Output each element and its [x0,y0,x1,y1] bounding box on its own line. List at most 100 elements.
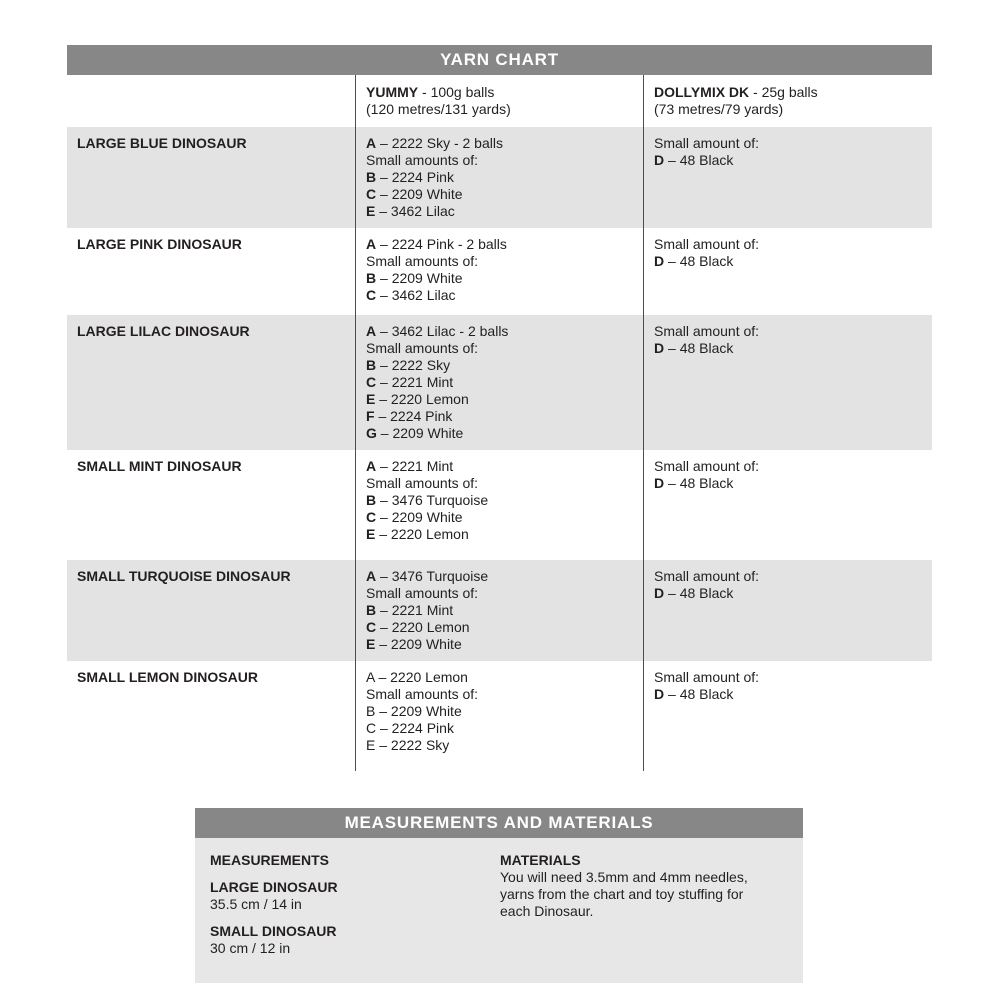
yarn-line: G – 2209 White [366,425,464,441]
yummy-cell: A – 3462 Lilac - 2 balls Small amounts of… [355,315,643,450]
yarn-line: D – 48 Black [654,253,734,269]
dollymix-cell: Small amount of: D – 48 Black [643,450,932,560]
yarn-chart-title: YARN CHART [440,50,559,69]
yarn-letter: C [366,619,377,635]
yarn-line: D – 48 Black [654,686,734,702]
row-label-cell: LARGE PINK DINOSAUR [67,228,355,315]
yarn-letter: D [654,686,665,702]
yarn-line: Small amount of: [654,669,760,685]
yarn-line: D – 48 Black [654,475,734,491]
yarn-letter: A [366,135,377,151]
yarn-line: A – 3476 Turquoise [366,568,489,584]
materials-text: You will need 3.5mm and 4mm needles, yar… [500,869,748,919]
yarn-line: Small amounts of: [366,686,479,702]
yarn-line: D – 48 Black [654,585,734,601]
table-row: LARGE PINK DINOSAUR A – 2224 Pink - 2 bal… [67,228,932,315]
row-label-cell: SMALL TURQUOISE DINOSAUR [67,560,355,661]
yummy-cell: A – 3476 Turquoise Small amounts of: B – 2… [355,560,643,661]
yarn-line: C – 2220 Lemon [366,619,470,635]
yarn-letter: B [366,492,377,508]
table-row: SMALL MINT DINOSAUR A – 2221 Mint Small am… [67,450,932,560]
row-label: LARGE BLUE DINOSAUR [77,135,247,151]
small-dinosaur-value: 30 cm / 12 in [210,940,291,956]
yarn-line: C – 2209 White [366,509,463,525]
yarn-letter: D [654,585,665,601]
measurements-materials-title-bar: MEASUREMENTS AND MATERIALS [195,808,803,838]
column-header-blank [67,75,355,127]
large-dinosaur-measurement: LARGE DINOSAUR 35.5 cm / 14 in [210,879,500,913]
yarn-letter: A [366,323,377,339]
yarn-letter: E [366,391,376,407]
yarn-line: Small amounts of: [366,475,479,491]
dollymix-cell: Small amount of: D – 48 Black [643,661,932,771]
yummy-cell: A – 2220 Lemon Small amounts of: B – 2209 … [355,661,643,771]
yarn-line: F – 2224 Pink [366,408,453,424]
large-dinosaur-value: 35.5 cm / 14 in [210,896,302,912]
large-dinosaur-label: LARGE DINOSAUR [210,879,338,895]
yarn-letter: C [366,509,377,525]
yarn-line: D – 48 Black [654,152,734,168]
yarn-letter: A [366,458,377,474]
row-label: SMALL TURQUOISE DINOSAUR [77,568,291,584]
dollymix-cell: Small amount of: D – 48 Black [643,560,932,661]
materials-heading: MATERIALS [500,852,581,868]
yarn-letter: C [366,374,377,390]
measurements-materials-body: MEASUREMENTS LARGE DINOSAUR 35.5 cm / 14… [195,838,803,983]
yarn-chart-title-bar: YARN CHART [67,45,932,75]
yarn-letter: E [366,636,376,652]
dollymix-cell: Small amount of: D – 48 Black [643,228,932,315]
yarn-line: B – 2222 Sky [366,357,451,373]
yarn-line: A – 2222 Sky - 2 balls [366,135,503,151]
yummy-cell: A – 2224 Pink - 2 balls Small amounts of:… [355,228,643,315]
row-label-cell: LARGE LILAC DINOSAUR [67,315,355,450]
yarn-letter: G [366,425,377,441]
table-row: SMALL LEMON DINOSAUR A – 2220 Lemon Small … [67,661,932,771]
yarn-line: B – 2224 Pink [366,169,454,185]
yarn-letter: B [366,357,377,373]
measurements-heading: MEASUREMENTS [210,852,330,868]
yarn-line: C – 3462 Lilac [366,287,456,303]
yarn-line: D – 48 Black [654,340,734,356]
yarn-line: B – 2209 White [366,703,462,719]
yummy-name: YUMMY [366,84,419,100]
yarn-line: B – 2209 White [366,270,463,286]
yummy-column-subtitle: (120 metres/131 yards) [366,101,511,117]
dollymix-name: DOLLYMIX DK [654,84,750,100]
column-header-dollymix: DOLLYMIX DK - 25g balls (73 metres/79 ya… [643,75,932,127]
row-label-cell: SMALL MINT DINOSAUR [67,450,355,560]
dollymix-column-subtitle: (73 metres/79 yards) [654,101,784,117]
measurements-materials-title: MEASUREMENTS AND MATERIALS [344,813,654,832]
yarn-letter: A [366,236,377,252]
yarn-line: E – 2222 Sky [366,737,450,753]
small-dinosaur-label: SMALL DINOSAUR [210,923,337,939]
yarn-chart-section: YARN CHART YUMMY - 100g balls (120 metre… [67,45,932,771]
row-label: SMALL LEMON DINOSAUR [77,669,258,685]
yarn-line: C – 2221 Mint [366,374,454,390]
yummy-cell: A – 2221 Mint Small amounts of: B – 3476 T… [355,450,643,560]
column-header-yummy: YUMMY - 100g balls (120 metres/131 yards… [355,75,643,127]
yarn-chart-column-headers: YUMMY - 100g balls (120 metres/131 yards… [67,75,932,127]
yarn-line: A – 2224 Pink - 2 balls [366,236,507,252]
yarn-line: E – 3462 Lilac [366,203,455,219]
row-label-cell: SMALL LEMON DINOSAUR [67,661,355,771]
yarn-line: Small amount of: [654,135,760,151]
yarn-line: Small amounts of: [366,340,479,356]
yarn-letter: D [654,253,665,269]
measurements-column: MEASUREMENTS LARGE DINOSAUR 35.5 cm / 14… [195,852,500,967]
yarn-line: C – 2209 White [366,186,463,202]
table-row: SMALL TURQUOISE DINOSAUR A – 3476 Turquoi… [67,560,932,661]
yarn-letter: A [366,568,377,584]
yummy-column-title: YUMMY - 100g balls [366,84,633,101]
yarn-line: E – 2209 White [366,636,462,652]
yarn-line: E – 2220 Lemon [366,526,469,542]
yarn-line: Small amount of: [654,323,760,339]
yarn-letter: C [366,186,377,202]
yummy-desc: - 100g balls [418,84,495,100]
yarn-letter: E [366,203,376,219]
yarn-line: Small amount of: [654,458,760,474]
yarn-line: B – 3476 Turquoise [366,492,489,508]
table-row: LARGE LILAC DINOSAUR A – 3462 Lilac - 2 b… [67,315,932,450]
yarn-line: Small amounts of: [366,152,479,168]
yarn-line: Small amounts of: [366,585,479,601]
yarn-line: A – 2220 Lemon [366,669,468,685]
